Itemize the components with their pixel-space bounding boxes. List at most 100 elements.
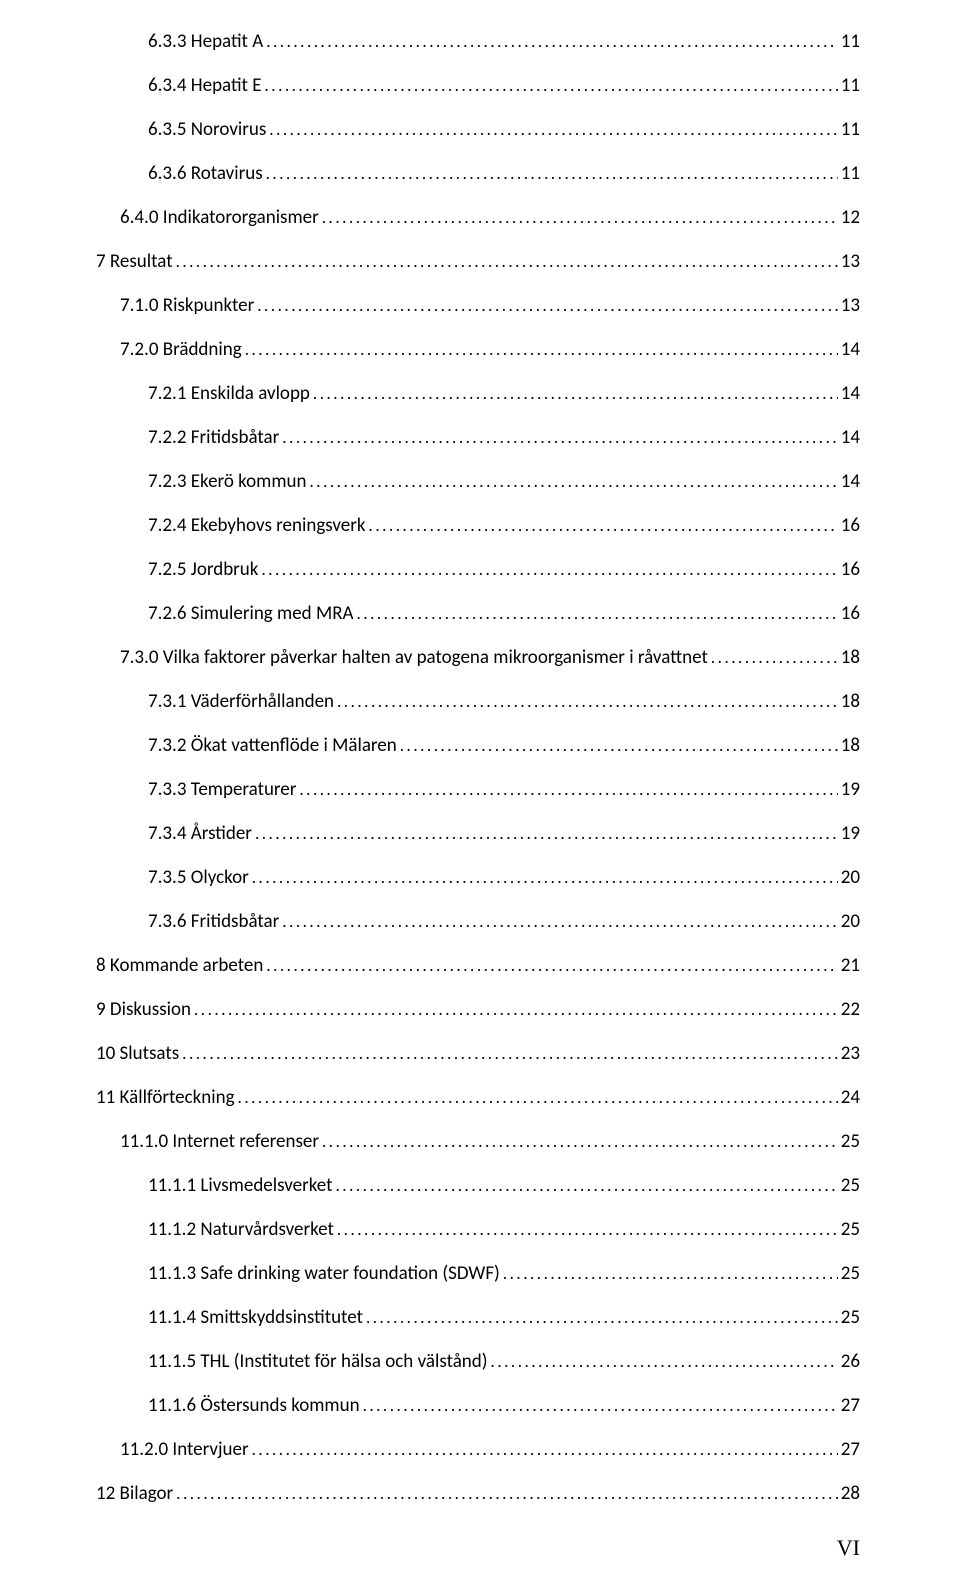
toc-entry: 11.1.1 Livsmedelsverket 25 [148,1176,860,1195]
toc-entry-title: 8 Kommande arbeten [96,956,263,975]
toc-entry: 6.3.4 Hepatit E 11 [148,76,860,95]
toc-entry-page: 18 [841,648,860,667]
toc-entry-page: 21 [841,956,860,975]
toc-entry: 6.3.5 Norovirus 11 [148,120,860,139]
toc-entry: 7.3.1 Väderförhållanden 18 [148,692,860,711]
toc-entry: 7.3.4 Årstider 19 [148,824,860,843]
toc-entry: 7.2.2 Fritidsbåtar 14 [148,428,860,447]
toc-entry: 11.2.0 Intervjuer 27 [120,1440,860,1459]
toc-entry: 11.1.6 Östersunds kommun 27 [148,1396,860,1415]
toc-entry-page: 16 [841,604,860,623]
toc-entry: 6.4.0 Indikatororganismer 12 [120,208,860,227]
toc-entry-title: 7.2.1 Enskilda avlopp [148,384,310,403]
toc-entry-title: 7.2.5 Jordbruk [148,560,258,579]
toc-entry-page: 19 [841,824,860,843]
toc-entry: 12 Bilagor 28 [96,1484,860,1503]
toc-entry-page: 25 [841,1220,860,1239]
toc-leader [176,1485,838,1502]
toc-entry-title: 6.3.3 Hepatit A [148,32,263,51]
toc-entry: 11 Källförteckning 24 [96,1088,860,1107]
toc-entry-title: 7.2.0 Bräddning [120,340,242,359]
toc-entry-title: 11.1.4 Smittskyddsinstitutet [148,1308,363,1327]
toc-entry: 7.3.5 Olyckor 20 [148,868,860,887]
toc-entry-page: 28 [841,1484,860,1503]
toc-entry: 6.3.3 Hepatit A 11 [148,32,860,51]
toc-entry-page: 11 [841,120,860,139]
toc-entry: 7.2.4 Ekebyhovs reningsverk 16 [148,516,860,535]
toc-leader [310,473,838,490]
toc-entry: 7.2.6 Simulering med MRA 16 [148,604,860,623]
toc-leader [491,1353,838,1370]
toc-entry: 7 Resultat 13 [96,252,860,271]
toc-entry: 7.2.0 Bräddning 14 [120,340,860,359]
toc-entry: 7.3.0 Vilka faktorer påverkar halten av … [120,648,860,667]
toc-entry-page: 22 [841,1000,860,1019]
toc-leader [335,1177,837,1194]
toc-leader [266,957,837,974]
toc-leader [282,429,837,446]
toc-entry-page: 27 [841,1396,860,1415]
toc-entry-page: 14 [841,428,860,447]
toc-leader [369,517,838,534]
toc-entry-title: 10 Slutsats [96,1044,179,1063]
toc-entry-page: 25 [841,1176,860,1195]
toc-entry-title: 9 Diskussion [96,1000,191,1019]
toc-entry-title: 11.1.6 Östersunds kommun [148,1396,360,1415]
toc-leader [182,1045,838,1062]
toc-leader [252,1441,838,1458]
toc-entry: 7.3.6 Fritidsbåtar 20 [148,912,860,931]
toc-entry-page: 25 [841,1132,860,1151]
toc-entry-title: 6.3.6 Rotavirus [148,164,263,183]
toc-entry: 11.1.5 THL (Institutet för hälsa och väl… [148,1352,860,1371]
toc-entry-page: 14 [841,384,860,403]
toc-leader [266,33,838,50]
toc-entry-page: 11 [841,32,860,51]
toc-entry-page: 25 [841,1264,860,1283]
toc-entry-page: 16 [841,560,860,579]
toc-leader [252,869,838,886]
toc-entry-title: 7.2.2 Fritidsbåtar [148,428,279,447]
toc-leader [194,1001,838,1018]
toc-entry-title: 11.1.3 Safe drinking water foundation (S… [148,1264,500,1283]
toc-leader [400,737,838,754]
toc-entry-page: 19 [841,780,860,799]
toc-entry-title: 7.2.6 Simulering med MRA [148,604,354,623]
toc-entry-page: 11 [841,164,860,183]
toc-entry-page: 16 [841,516,860,535]
toc-entry-page: 11 [841,76,860,95]
toc-leader [363,1397,838,1414]
toc-leader [282,913,837,930]
toc-entry: 7.2.1 Enskilda avlopp 14 [148,384,860,403]
toc-entry-title: 7 Resultat [96,252,173,271]
toc-entry-page: 13 [841,296,860,315]
toc-entry-title: 6.4.0 Indikatororganismer [120,208,319,227]
toc-entry-title: 11.1.1 Livsmedelsverket [148,1176,332,1195]
toc-leader [337,1221,838,1238]
toc-entry-page: 27 [841,1440,860,1459]
toc-entry: 8 Kommande arbeten 21 [96,956,860,975]
toc-entry-title: 7.3.1 Väderförhållanden [148,692,334,711]
toc-entry: 11.1.0 Internet referenser 25 [120,1132,860,1151]
toc-leader [322,209,838,226]
toc-entry-title: 6.3.4 Hepatit E [148,76,262,95]
toc-entry-page: 14 [841,340,860,359]
page-number: VI [837,1535,860,1561]
toc-entry-title: 7.3.6 Fritidsbåtar [148,912,279,931]
toc-leader [269,121,837,138]
toc-entry-title: 7.2.3 Ekerö kommun [148,472,307,491]
toc-entry: 11.1.2 Naturvårdsverket 25 [148,1220,860,1239]
table-of-contents: 6.3.3 Hepatit A 116.3.4 Hepatit E 116.3.… [96,32,860,1503]
toc-leader [299,781,837,798]
toc-leader [265,77,838,94]
toc-leader [313,385,838,402]
toc-leader [711,649,838,666]
toc-entry-page: 25 [841,1308,860,1327]
toc-entry-title: 12 Bilagor [96,1484,173,1503]
toc-leader [257,297,837,314]
toc-leader [357,605,838,622]
toc-entry: 7.1.0 Riskpunkter 13 [120,296,860,315]
toc-entry-title: 11 Källförteckning [96,1088,235,1107]
toc-entry-page: 12 [841,208,860,227]
toc-entry: 7.3.3 Temperaturer 19 [148,780,860,799]
toc-entry-title: 7.2.4 Ekebyhovs reningsverk [148,516,366,535]
